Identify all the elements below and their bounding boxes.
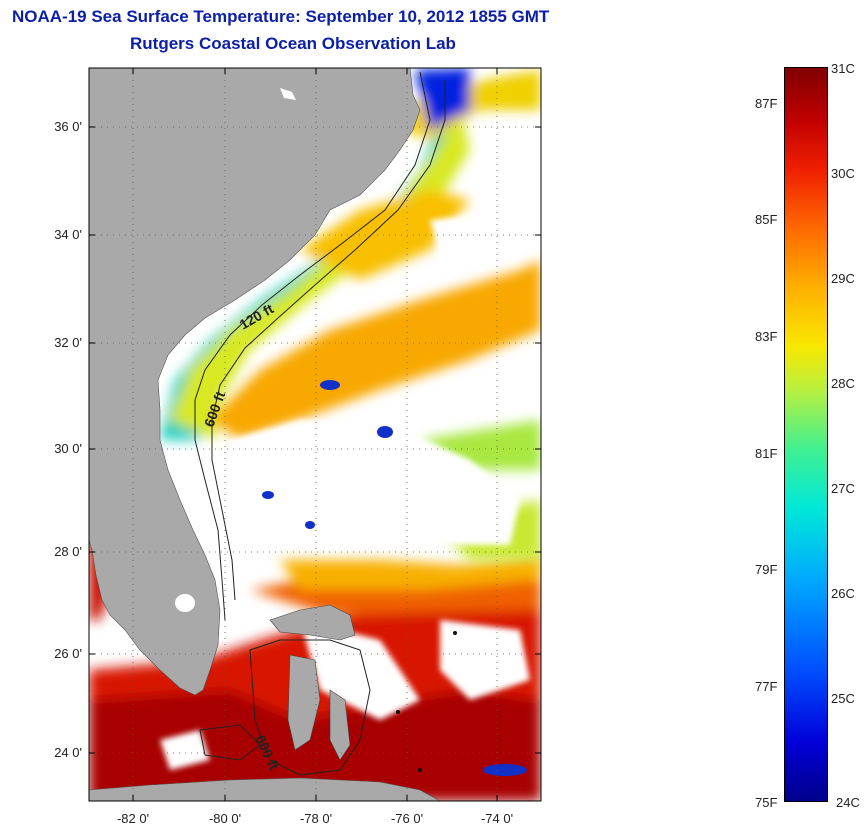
temperature-colorbar [784,67,828,802]
colorbar-label-79f: 79F [755,562,778,577]
lat-label-30: 30 0' [54,441,82,456]
lon-label-80: -80 0' [209,811,241,826]
colorbar-label-28c: 28C [831,376,855,391]
lat-label-26: 26 0' [54,646,82,661]
land-small-cays [396,631,457,772]
land-cuba [89,777,441,801]
cold-water-patches [262,380,527,776]
lake-okeechobee [175,594,195,612]
colorbar-label-30c: 30C [831,166,855,181]
lat-label-28: 28 0' [54,544,82,559]
lat-label-32: 32 0' [54,335,82,350]
colorbar-label-25c: 25C [831,691,855,706]
lat-label-36: 36 0' [54,119,82,134]
lon-label-78: -78 0' [300,811,332,826]
land-southeast-us [89,68,421,696]
colorbar-label-75f: 75F [755,795,778,810]
colorbar-label-29c: 29C [831,271,855,286]
lat-label-24: 24 0' [54,745,82,760]
colorbar-label-26c: 26C [831,586,855,601]
bathymetry-contours [194,71,446,776]
colorbar-label-27c: 27C [831,481,855,496]
colorbar-label-83f: 83F [755,329,778,344]
colorbar-label-87f: 87F [755,96,778,111]
land-bahamas [269,604,356,761]
lon-label-82: -82 0' [117,811,149,826]
axis-ticks [89,68,541,801]
colorbar-label-81f: 81F [755,446,778,461]
map-title: NOAA-19 Sea Surface Temperature: Septemb… [12,7,550,26]
colorbar-label-31c: 31C [831,61,855,76]
colorbar-label-77f: 77F [755,679,778,694]
lon-label-74: -74 0' [481,811,513,826]
map-frame [88,67,542,802]
map-grid [89,68,541,801]
lat-label-34: 34 0' [54,227,82,242]
map-subtitle: Rutgers Coastal Ocean Observation Lab [130,34,456,53]
map-plot-area: 120 ft 600 ft 600 ft [89,68,541,801]
colorbar-label-24c: 24C [836,795,860,810]
cloud-patches [160,210,541,770]
lon-label-76: -76 0' [391,811,423,826]
colorbar-label-85f: 85F [755,212,778,227]
